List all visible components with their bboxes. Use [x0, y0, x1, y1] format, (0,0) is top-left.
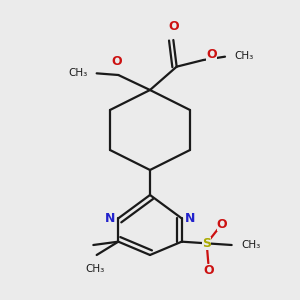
- Text: CH₃: CH₃: [234, 51, 254, 61]
- Text: O: O: [217, 218, 227, 230]
- Text: N: N: [105, 212, 115, 225]
- Text: CH₃: CH₃: [242, 240, 261, 250]
- Text: O: O: [206, 47, 217, 61]
- Text: O: O: [168, 20, 178, 33]
- Text: N: N: [185, 212, 195, 225]
- Text: CH₃: CH₃: [68, 68, 87, 78]
- Text: CH₃: CH₃: [85, 264, 105, 274]
- Text: O: O: [111, 55, 122, 68]
- Text: S: S: [202, 237, 211, 250]
- Text: O: O: [203, 264, 214, 277]
